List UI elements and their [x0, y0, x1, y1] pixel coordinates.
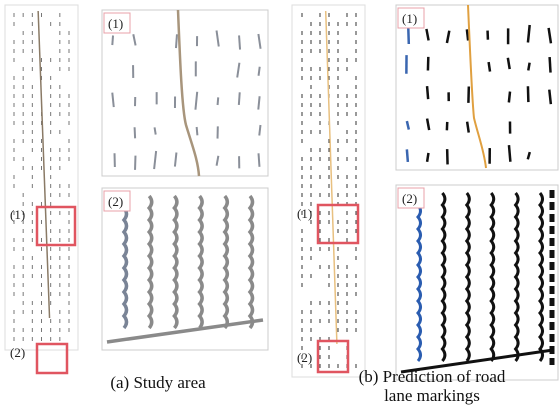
point-feature: [509, 92, 510, 103]
region-label: (1): [10, 207, 25, 222]
point-feature: [509, 145, 510, 162]
point-feature: [467, 122, 469, 133]
point-feature: [112, 35, 113, 45]
point-feature: [259, 125, 260, 136]
point-feature: [489, 62, 490, 72]
caption: lane markings: [384, 386, 480, 405]
point-feature: [176, 34, 177, 48]
inset-label: (1): [108, 16, 123, 31]
point-feature: [427, 86, 428, 99]
point-feature: [197, 127, 198, 135]
region-label: (2): [10, 345, 25, 360]
inset-label: (2): [108, 194, 123, 209]
point-feature: [239, 35, 240, 49]
region-label: (1): [297, 206, 312, 221]
point-feature: [407, 149, 408, 162]
region-label: (2): [297, 350, 312, 365]
point-feature: [467, 29, 468, 40]
point-feature: [550, 57, 551, 73]
overview-frame: [5, 5, 78, 350]
point-feature: [259, 67, 260, 76]
inset-label: (2): [402, 191, 417, 206]
figure: (1) (2) (1) (2) (a) Study area (1) (2) (…: [0, 0, 559, 409]
point-feature: [549, 90, 551, 104]
inset-frame: [102, 10, 268, 176]
point-feature: [528, 25, 530, 42]
caption: (b) Prediction of road: [359, 367, 506, 386]
point-feature: [427, 153, 428, 162]
caption: (a) Study area: [110, 373, 206, 392]
point-feature: [155, 127, 156, 134]
point-feature: [528, 63, 529, 71]
point-feature: [259, 153, 260, 167]
point-feature: [218, 97, 219, 105]
inset-label: (1): [402, 11, 417, 26]
point-feature: [135, 127, 136, 138]
inset-frame: [396, 5, 558, 170]
point-feature: [258, 96, 259, 109]
point-feature: [239, 92, 240, 105]
